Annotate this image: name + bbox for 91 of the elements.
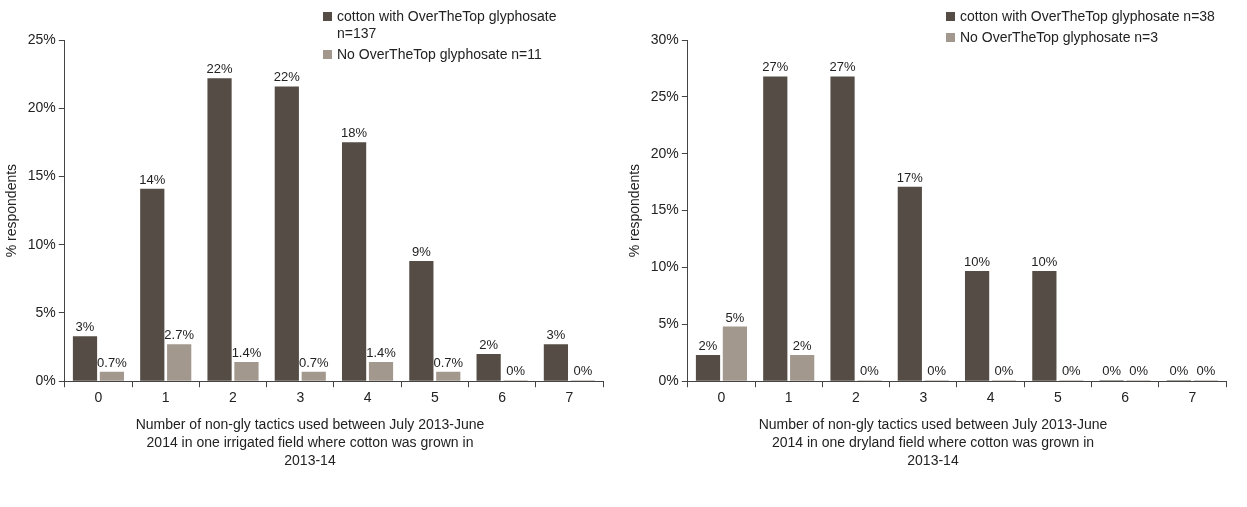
x-tick-label: 4	[363, 389, 372, 406]
y-tick-label: 15%	[27, 167, 56, 184]
data-label: 0%	[860, 363, 880, 379]
data-label: 2%	[479, 336, 499, 352]
bar	[234, 362, 259, 381]
data-label: 0%	[1102, 363, 1122, 379]
data-label: 17%	[896, 169, 924, 185]
y-tick-label: 30%	[650, 30, 679, 47]
data-label: 3%	[75, 319, 95, 335]
x-tick-label: 3	[296, 389, 305, 406]
x-tick-label: 4	[986, 389, 995, 406]
data-label: 27%	[762, 59, 789, 75]
bar	[543, 344, 569, 381]
bar	[722, 326, 748, 381]
bar	[368, 362, 394, 381]
data-label: 5%	[725, 309, 745, 325]
x-tick-label: 7	[1188, 389, 1197, 406]
legend-label: cotton with OverTheTop glyphosate n=137	[337, 8, 558, 42]
bar	[476, 353, 501, 381]
data-label: 0%	[994, 363, 1014, 379]
y-tick-label: 25%	[27, 30, 56, 47]
data-label: 0%	[573, 363, 593, 379]
x-tick-label: 6	[498, 389, 507, 406]
data-label: 14%	[139, 171, 166, 187]
x-tick-label: 1	[784, 389, 793, 406]
data-label: 1.4%	[231, 345, 262, 361]
bar	[1032, 270, 1057, 381]
bar	[964, 270, 990, 381]
data-label: 27%	[829, 59, 856, 75]
bar	[763, 76, 788, 381]
data-label: 2%	[792, 338, 813, 354]
y-tick-label: 15%	[650, 201, 679, 218]
x-tick-label: 5	[1053, 389, 1062, 406]
data-label: 0%	[1169, 363, 1189, 379]
bar	[99, 371, 125, 381]
data-label: 2.7%	[164, 327, 195, 343]
data-label: 1.4%	[366, 345, 397, 361]
data-label: 0.7%	[433, 354, 464, 370]
bar	[274, 86, 299, 381]
bar	[409, 261, 434, 381]
data-label: 0%	[927, 363, 947, 379]
y-axis-title: % respondents	[626, 163, 643, 258]
data-label: 22%	[206, 61, 233, 77]
y-tick-label: 5%	[658, 315, 679, 332]
data-label: 0%	[506, 363, 526, 379]
y-tick-label: 10%	[27, 235, 56, 252]
y-tick-label: 25%	[650, 87, 679, 104]
bar	[207, 78, 232, 381]
data-label: 0%	[1196, 363, 1216, 379]
x-tick-label: 5	[430, 389, 439, 406]
y-tick-label: 10%	[650, 258, 679, 275]
bar	[167, 344, 192, 381]
bar	[790, 355, 815, 381]
legend-label: No OverTheTop glyphosate n=3	[960, 29, 1159, 46]
x-tick-label: 7	[565, 389, 574, 406]
legend-label: cotton with OverTheTop glyphosate n=38	[960, 8, 1215, 25]
y-axis-title: % respondents	[3, 163, 20, 258]
data-label: 3%	[546, 327, 566, 343]
data-label: 0.7%	[97, 354, 128, 370]
data-label: 9%	[411, 244, 432, 260]
data-label: 0%	[1129, 363, 1149, 379]
data-label: 0%	[1061, 363, 1082, 379]
bar	[897, 186, 922, 381]
data-label: 18%	[341, 125, 368, 141]
y-tick-label: 20%	[650, 144, 679, 161]
bar	[140, 188, 165, 381]
bar	[695, 355, 721, 381]
x-tick-label: 3	[919, 389, 928, 406]
y-tick-label: 0%	[35, 372, 56, 389]
x-tick-label: 0	[94, 389, 103, 406]
x-tick-label: 2	[229, 389, 238, 406]
data-label: 2%	[698, 338, 718, 354]
x-axis-title: Number of non-gly tactics used between July 2013-June 2014 in one dryland field where cotton was grown in 2013-14	[757, 415, 1109, 469]
data-label: 0.7%	[298, 354, 329, 370]
x-tick-label: 2	[852, 389, 861, 406]
legend-label: No OverTheTop glyphosate n=11	[337, 46, 542, 63]
data-label: 10%	[1031, 253, 1058, 269]
bar	[830, 76, 855, 381]
bar	[72, 336, 98, 381]
bar	[341, 142, 367, 381]
data-label: 22%	[273, 69, 301, 85]
y-tick-label: 20%	[27, 99, 56, 116]
x-tick-label: 1	[161, 389, 170, 406]
x-axis-title: Number of non-gly tactics used between July 2013-June 2014 in one irrigated field where cotton was grown in 2013-14	[134, 415, 486, 469]
bar	[436, 371, 461, 381]
data-label: 10%	[964, 253, 991, 269]
bar	[301, 371, 326, 381]
x-tick-label: 6	[1121, 389, 1130, 406]
y-tick-label: 0%	[658, 372, 679, 389]
x-tick-label: 0	[717, 389, 726, 406]
y-tick-label: 5%	[35, 303, 56, 320]
